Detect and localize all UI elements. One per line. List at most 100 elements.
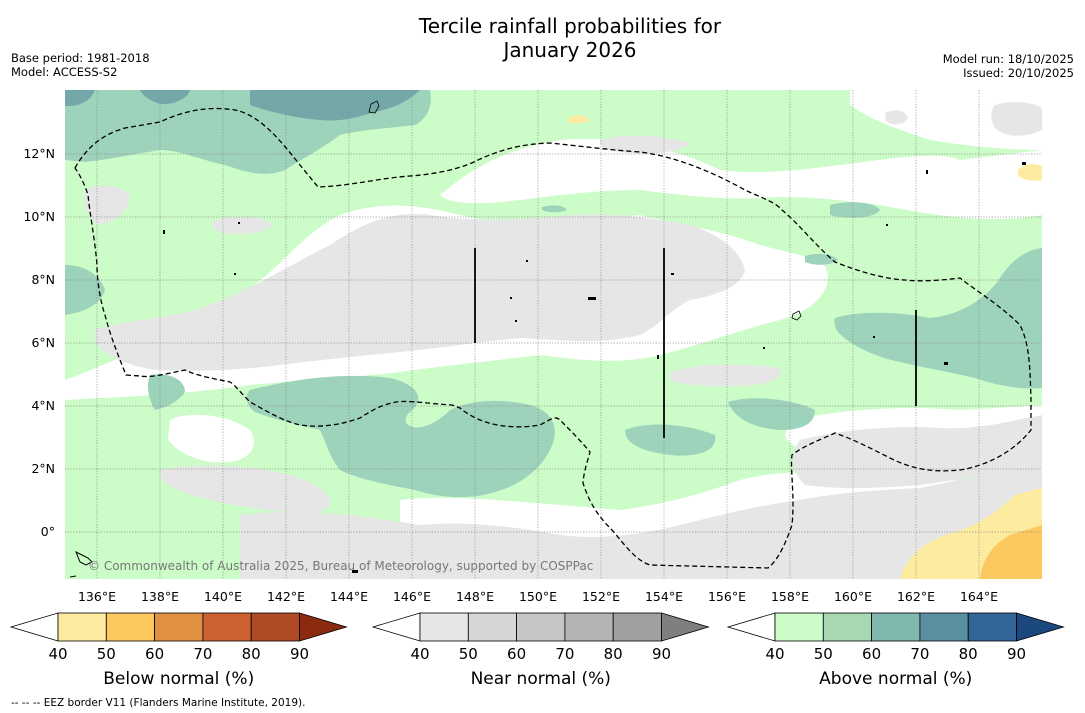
near-normal-top-right-patch <box>991 102 1042 136</box>
legend-lower-extension <box>726 612 776 642</box>
legend-tick-label: 60 <box>145 645 164 663</box>
legend-tick-label: 90 <box>290 645 309 663</box>
legend-colorbar: 40 50 60 70 80 90 Near normal (%) <box>371 612 710 689</box>
legend-colorbar: 40 50 60 70 80 90 Above normal (%) <box>726 612 1065 689</box>
above-60-north-patch <box>830 202 880 218</box>
lon-tick-label: 164°E <box>960 589 998 604</box>
above-60-center-patch <box>625 424 716 456</box>
legend-color-segment <box>202 612 252 642</box>
legend-tick-label: 50 <box>814 645 833 663</box>
meta-right: Model run: 18/10/2025 Issued: 20/10/2025 <box>943 52 1074 80</box>
lat-tick-label: 2°N <box>31 461 55 476</box>
lon-tick-label: 156°E <box>708 589 746 604</box>
island <box>657 355 659 359</box>
lon-tick-label: 136°E <box>78 589 116 604</box>
lon-tick-label: 158°E <box>771 589 809 604</box>
map-plot-area: © Commonwealth of Australia 2025, Bureau… <box>65 90 1042 579</box>
lon-tick-labels: 136°E 138°E 140°E 142°E 144°E 146°E 148°E 150°E… <box>78 589 998 604</box>
near-normal-north-patch <box>599 135 690 154</box>
below-60-southeast <box>980 525 1042 579</box>
legend-tick-label: 80 <box>604 645 623 663</box>
legend-tick-label: 40 <box>765 645 784 663</box>
lon-tick-label: 146°E <box>393 589 431 604</box>
model-run: Model run: 18/10/2025 <box>942 52 1074 66</box>
island <box>926 170 928 174</box>
legend-lower-extension <box>9 612 59 642</box>
legend-color-segment <box>871 612 921 642</box>
legend-tick-label: 70 <box>910 645 929 663</box>
below-50-northeast-patch <box>1018 164 1042 181</box>
lat-tick-label: 8°N <box>31 272 55 287</box>
island <box>238 222 240 224</box>
near-normal-south-band <box>240 462 1042 579</box>
guam-island <box>368 100 380 114</box>
island <box>510 297 512 299</box>
near-normal-small-patch <box>212 216 272 235</box>
island <box>588 297 596 300</box>
near-normal-east-band <box>793 415 1042 489</box>
legend-upper-extension <box>1016 612 1065 642</box>
legend-tick-label: 80 <box>242 645 261 663</box>
island <box>352 570 358 573</box>
lon-tick-label: 142°E <box>267 589 305 604</box>
legend-tick-label: 70 <box>193 645 212 663</box>
legend-color-segment <box>467 612 517 642</box>
png-coast <box>69 550 93 578</box>
legend-color-segment <box>105 612 156 642</box>
legend-upper-extension <box>299 612 348 642</box>
lon-tick-label: 150°E <box>519 589 557 604</box>
above-70-west-corner <box>65 90 95 106</box>
island <box>763 347 765 349</box>
legend-color-segment <box>516 612 566 642</box>
legend-title: Below normal (%) <box>103 669 254 689</box>
legend-tick-label: 60 <box>862 645 881 663</box>
legend-tick-label: 80 <box>959 645 978 663</box>
above-70-northwest <box>140 90 190 105</box>
title-line-2: January 2026 <box>503 38 637 62</box>
lon-tick-label: 144°E <box>330 589 368 604</box>
legend-color-segment <box>419 612 469 642</box>
lon-tick-label: 148°E <box>456 589 494 604</box>
eez-border-line <box>74 107 1032 569</box>
page-title: Tercile rainfall probabilities for Janua… <box>0 14 1085 62</box>
island <box>944 362 948 365</box>
legend-colorbar: 40 50 60 70 80 90 Below normal (%) <box>9 612 348 689</box>
above-70-north <box>250 90 420 121</box>
lon-tick-label: 138°E <box>141 589 179 604</box>
legend-color-segment <box>250 612 300 642</box>
legend-tick-label: 40 <box>48 645 67 663</box>
legend-title: Near normal (%) <box>471 669 611 689</box>
legend-lower-extension <box>371 612 421 642</box>
island <box>671 273 674 275</box>
legend-tick-label: 40 <box>410 645 429 663</box>
white-band-top-right <box>850 90 1042 150</box>
legend-color-segment <box>612 612 662 642</box>
model-name: Model: ACCESS-S2 <box>11 65 118 79</box>
lon-tick-label: 154°E <box>645 589 683 604</box>
lat-tick-labels: 0° 2°N 4°N 6°N 8°N 10°N 12°N <box>23 146 55 539</box>
lat-tick-label: 0° <box>41 524 55 539</box>
above-60-southwest <box>147 374 185 410</box>
above-60-tiny-patch <box>542 205 567 213</box>
legend-tick-label: 60 <box>507 645 526 663</box>
base-period: Base period: 1981-2018 <box>11 51 150 65</box>
legend-tick-label: 70 <box>555 645 574 663</box>
legend-color-segment <box>154 612 204 642</box>
meta-left: Base period: 1981-2018 Model: ACCESS-S2 <box>11 51 150 79</box>
white-patch-southwest <box>168 414 254 463</box>
title-line-1: Tercile rainfall probabilities for <box>418 14 722 38</box>
legend-colorbars: 40 50 60 70 80 90 Below normal (%) 40 50 60 70 80 90… <box>9 612 1065 689</box>
lat-tick-label: 10°N <box>23 209 55 224</box>
lat-tick-label: 12°N <box>23 146 55 161</box>
legend-tick-label: 90 <box>1007 645 1026 663</box>
legend-tick-label: 90 <box>652 645 671 663</box>
copyright-text: © Commonwealth of Australia 2025, Bureau… <box>88 559 593 573</box>
lon-tick-label: 140°E <box>204 589 242 604</box>
island <box>886 224 888 226</box>
island <box>1022 162 1026 165</box>
legend-color-segment <box>822 612 872 642</box>
lat-tick-label: 4°N <box>31 398 55 413</box>
lat-tick-label: 6°N <box>31 335 55 350</box>
above-60-west-edge <box>65 265 105 315</box>
